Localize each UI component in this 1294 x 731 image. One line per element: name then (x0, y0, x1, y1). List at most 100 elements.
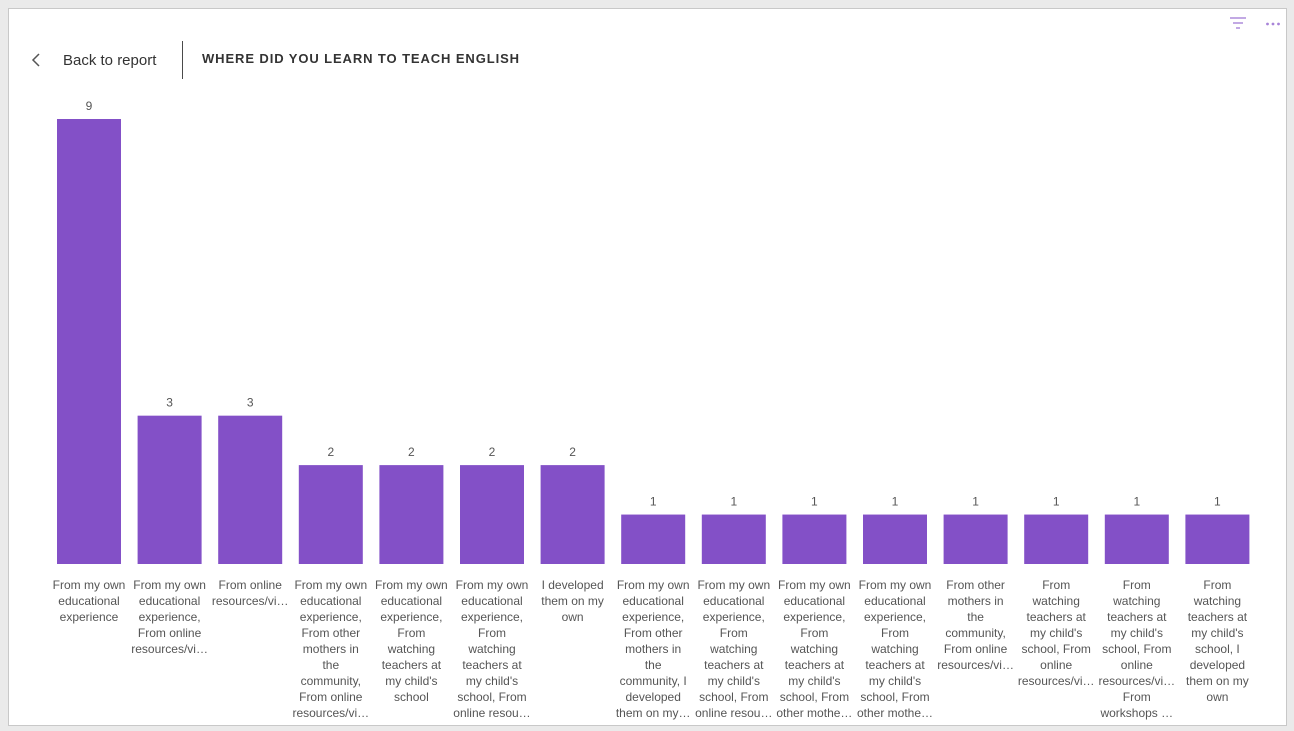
filter-icon[interactable] (1229, 15, 1247, 31)
bar-value-label: 1 (730, 495, 737, 509)
category-label: I developed them on my own (541, 578, 604, 624)
category-label-line: From online (138, 626, 202, 640)
category-label-line: school, From (699, 690, 768, 704)
chevron-left-icon (31, 53, 40, 67)
category-label-line: From my own (375, 578, 448, 592)
bar-value-label: 9 (86, 99, 93, 113)
category-label-line: From online (219, 578, 283, 592)
category-label-line: teachers at (865, 658, 925, 672)
bar-value-label: 2 (569, 445, 576, 459)
bar-value-label: 2 (489, 445, 496, 459)
header-divider (182, 41, 183, 79)
category-label: From my own educational experience, From wat… (776, 578, 852, 720)
category-label-line: educational (864, 594, 925, 608)
category-label-line: teachers at (704, 658, 764, 672)
category-label-line: watching (1112, 594, 1160, 608)
category-label-line: From (720, 626, 748, 640)
category-label-line: experience, (703, 610, 765, 624)
category-label-line: my child's (788, 674, 840, 688)
category-label-line: From my own (617, 578, 690, 592)
category-label: From my own educational experience, From ot… (616, 578, 691, 720)
bar[interactable] (782, 514, 847, 564)
more-options-icon[interactable] (1265, 15, 1281, 31)
category-label: From my own educational experience, From wat… (453, 578, 530, 720)
back-to-report-button[interactable]: Back to report (31, 45, 156, 75)
category-label-line: experience, (622, 610, 684, 624)
category-label-line: school, From (860, 690, 929, 704)
category-label-line: From my own (697, 578, 770, 592)
category-label: From my own educational experience, From wat… (857, 578, 933, 720)
category-label-line: watching (1193, 594, 1241, 608)
bar[interactable] (943, 514, 1008, 564)
category-label-line: online (1040, 658, 1072, 672)
bar[interactable] (863, 514, 927, 564)
category-label-line: experience, (783, 610, 845, 624)
bar[interactable] (1024, 514, 1089, 564)
category-label-line: teachers at (1027, 610, 1087, 624)
category-label-line: From my own (456, 578, 529, 592)
category-label: From my own educational experience (53, 578, 126, 624)
category-label-line: From other (946, 578, 1005, 592)
bar[interactable] (379, 465, 444, 564)
category-label-line: teachers at (462, 658, 522, 672)
category-label-line: From (1042, 578, 1070, 592)
bar-value-label: 3 (247, 396, 254, 410)
category-label-line: them on my (1186, 674, 1249, 688)
category-label-line: mothers in (625, 642, 681, 656)
category-label-line: watching (870, 642, 918, 656)
bar-value-label: 1 (972, 495, 979, 509)
category-label-line: experience, (864, 610, 926, 624)
category-label-line: school (394, 690, 429, 704)
bar[interactable] (1185, 514, 1250, 564)
bar[interactable] (621, 514, 686, 564)
category-label-line: experience, (461, 610, 523, 624)
bar[interactable] (57, 119, 121, 564)
bar[interactable] (298, 465, 363, 564)
category-label-line: educational (300, 594, 361, 608)
category-label-line: From (881, 626, 909, 640)
bar-value-label: 2 (408, 445, 415, 459)
category-label-line: my child's (1111, 626, 1163, 640)
category-label-line: educational (58, 594, 119, 608)
category-label-line: mothers in (303, 642, 359, 656)
category-label-line: school, From (457, 690, 526, 704)
category-label-line: From my own (133, 578, 206, 592)
category-label-line: From (800, 626, 828, 640)
bar[interactable] (701, 514, 766, 564)
bar-chart: 9 From my own educational experience 3 From m… (53, 99, 1250, 720)
category-label-line: developed (626, 690, 681, 704)
category-label-line: online resou… (453, 706, 530, 720)
category-label-line: educational (703, 594, 764, 608)
category-label-line: resources/vi… (1018, 674, 1095, 688)
bar-value-label: 1 (650, 495, 657, 509)
visual-focus-frame: 9 From my own educational experience 3 From m… (8, 8, 1287, 726)
category-label-line: teachers at (1188, 610, 1248, 624)
category-label-line: teachers at (1107, 610, 1167, 624)
chart-title: WHERE DID YOU LEARN TO TEACH ENGLISH (202, 51, 520, 66)
category-label-line: From (1123, 690, 1151, 704)
category-label-line: school, I (1195, 642, 1240, 656)
category-label: From my own educational experience, From wat… (375, 578, 448, 704)
bar-value-label: 1 (1214, 495, 1221, 509)
category-label-line: school, From (1022, 642, 1091, 656)
category-label-line: watching (467, 642, 515, 656)
category-label-line: my child's (1191, 626, 1243, 640)
category-label-line: community, (945, 626, 1005, 640)
category-label-line: other mothe… (857, 706, 933, 720)
category-label-line: other mothe… (776, 706, 852, 720)
category-label-line: my child's (1030, 626, 1082, 640)
bar[interactable] (1104, 514, 1169, 564)
bar[interactable] (460, 465, 524, 564)
category-label-line: mothers in (948, 594, 1004, 608)
bar[interactable] (540, 465, 605, 564)
category-label-line: online resou… (695, 706, 772, 720)
bar[interactable] (218, 415, 283, 564)
category-label: From watching teachers at my child's school,… (1098, 578, 1175, 720)
bar-value-label: 1 (1133, 495, 1140, 509)
category-label-line: I developed (542, 578, 604, 592)
category-label-line: From (397, 626, 425, 640)
category-label-line: teachers at (785, 658, 845, 672)
category-label-line: workshops … (1099, 706, 1173, 720)
category-label: From watching teachers at my child's school,… (1018, 578, 1095, 688)
bar[interactable] (137, 415, 202, 564)
